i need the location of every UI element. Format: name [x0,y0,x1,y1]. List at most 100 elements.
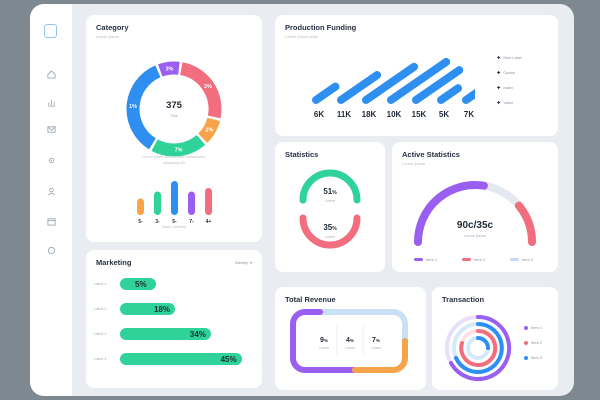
production-legend-item[interactable]: ✚ Item Label [497,55,523,60]
active-legend-item[interactable]: Item 1 [414,257,437,262]
help-icon[interactable] [45,244,57,256]
logo-icon[interactable] [44,24,57,38]
production-legend-item[interactable]: ✚ Value [497,100,514,105]
total-revenue-card: Total Revenue 9% Lorem 4% Lorem 7% Lorem [275,287,426,390]
transaction-ring-outer [449,314,512,381]
production-value-label: 18K [362,110,377,119]
sidebar [30,4,72,396]
production-value-label: 11K [337,110,351,119]
svg-text:90c/35c: 90c/35c [457,220,494,231]
mini-bar[interactable] [137,198,144,216]
category-center-caption: Total [170,114,178,118]
production-funding-card: Production Funding Lorem ipsum dolor 6K 1… [275,15,558,136]
revenue-track-light [317,309,408,344]
mail-icon[interactable] [45,123,57,135]
marketing-period-dropdown[interactable]: Weekly ▾ [234,260,252,265]
svg-text:51%: 51% [323,187,337,196]
production-bar[interactable] [312,82,340,104]
donut-segment[interactable] [179,62,222,119]
mini-bar[interactable] [188,191,195,216]
production-bar[interactable] [337,71,382,104]
category-title: Category [96,23,129,32]
statistics-bottom-unit: % [332,226,337,232]
marketing-bar-list: Label 1 5% Label 2 18% Label 3 34% Label 4 45% [86,278,262,388]
svg-text:9%: 9% [320,337,328,344]
user-icon[interactable] [45,185,57,197]
active-gauge-chart: 90c/35c Lorem ipsum [414,181,536,246]
statistics-bottom-value: 35 [323,223,332,232]
revenue-stat-caption: Lorem [345,346,355,350]
category-caption-line1: Lorem ipsum dolor sit amet consectetur [142,155,206,159]
category-subtitle: Lorem ipsum [96,34,120,39]
marketing-row-label: Label 1 [94,282,107,286]
calendar-icon[interactable] [45,215,57,227]
production-legend-item[interactable]: ✚ Index [497,85,514,90]
statistics-bottom-arc [299,214,361,249]
revenue-stat-value: 9 [320,337,324,344]
statistics-top-caption: Lorem [325,199,335,203]
mini-bar-label: 5- [138,219,143,225]
mini-bar-label: 3- [155,219,160,225]
donut-segment[interactable] [197,117,220,143]
marketing-bar[interactable] [120,278,156,290]
mini-bar[interactable] [205,188,212,215]
statistics-title: Statistics [285,150,319,159]
production-value-label: 5K [439,110,449,119]
mini-bar[interactable] [171,181,178,215]
category-mini-bar-chart: 5- 3- 5- 7- 4+ [137,181,212,225]
production-subtitle: Lorem ipsum dolor [285,34,319,39]
active-legend-item[interactable]: Item 2 [462,257,485,262]
transaction-card: Transaction Item 1 Item 2 Item 3 [432,287,558,390]
donut-segment[interactable] [151,134,206,157]
production-bar[interactable] [387,57,451,104]
statistics-card: Statistics 51% Lorem 35% Lorem [275,142,385,272]
production-bar[interactable] [437,84,463,104]
marketing-row-label: Label 3 [94,332,107,336]
svg-text:4%: 4% [346,337,354,344]
statistics-bottom-caption: Lorem [325,235,335,239]
production-bar[interactable] [412,66,464,104]
marketing-bar[interactable] [120,353,242,365]
revenue-track-chart: 9% Lorem 4% Lorem 7% Lorem [290,309,408,373]
revenue-stat-value: 4 [346,337,350,344]
marketing-bar[interactable] [120,328,211,340]
production-bar[interactable] [462,87,475,104]
transaction-legend-item[interactable]: Item 1 [524,325,542,330]
marketing-bar-value: 45% [220,355,237,364]
donut-segment[interactable] [126,65,161,150]
statistics-top-value: 51 [323,187,332,196]
transaction-ring-mid1 [454,322,504,374]
mini-bar-label: 7- [189,219,194,225]
chart-icon[interactable] [45,96,57,108]
revenue-stat-value: 7 [372,337,376,344]
marketing-row-label: Label 2 [94,307,107,311]
active-value-right: 35c [476,220,493,231]
production-value-label: 6K [314,110,324,119]
donut-segment[interactable] [157,61,180,77]
production-legend: ✚ Item Label ✚ Option ✚ Index ✚ Value [497,55,557,125]
transaction-legend-item[interactable]: Item 2 [524,340,542,345]
revenue-stat-caption: Lorem [371,346,381,350]
marketing-row-label: Label 4 [94,357,107,361]
transaction-legend-item[interactable]: Item 3 [524,355,542,360]
statistics-arc-chart: 51% Lorem 35% Lorem [299,169,361,249]
home-icon[interactable] [45,68,57,80]
mini-bar-label: 4+ [206,219,212,225]
settings-icon[interactable] [45,154,57,166]
production-bar[interactable] [362,62,419,104]
marketing-bar-value: 34% [189,330,206,339]
donut-segment-label: 1% [129,104,137,110]
category-caption-line2: adipiscing elit [163,161,185,165]
marketing-bar[interactable] [120,303,176,315]
chevron-down-icon: ▾ [249,260,252,265]
active-value-left: 90c [457,220,474,231]
active-caption: Lorem ipsum [464,234,486,238]
marketing-card: Marketing Weekly ▾ Label 1 5% Label 2 18% La… [86,250,262,388]
active-gauge-fill-purple [414,181,488,246]
production-legend-item[interactable]: ✚ Option [497,70,516,75]
marketing-bar-value: 5% [135,280,147,289]
active-subtitle: Lorem ipsum [402,161,426,166]
category-card: Category Lorem ipsum 3% 2% 7% 1% 3% 375 Tota… [86,15,262,242]
active-legend-item[interactable]: Item 3 [510,257,533,262]
mini-bar[interactable] [154,191,161,216]
